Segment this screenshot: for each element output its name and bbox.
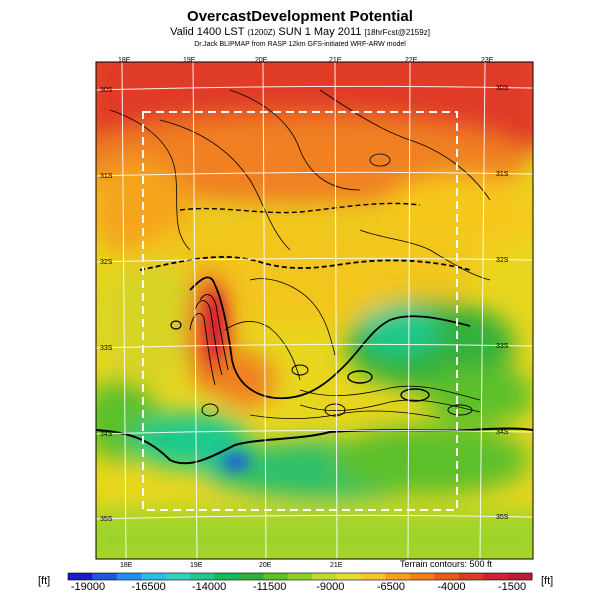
colorbar-swatch bbox=[458, 573, 484, 580]
colorbar-swatch bbox=[312, 573, 338, 580]
colorbar-swatch bbox=[287, 573, 313, 580]
colorbar-swatch bbox=[409, 573, 435, 580]
terrain-note: Terrain contours: 500 ft bbox=[400, 559, 493, 569]
colorbar-swatch bbox=[507, 573, 533, 580]
valid-date: SUN 1 May 2011 bbox=[278, 26, 362, 38]
colorbar-swatch bbox=[483, 573, 509, 580]
colorbar-ticks: -19000 -16500 -14000 -11500 -9000 -6500 -4000 -… bbox=[71, 581, 526, 593]
top-lon-label: 18E bbox=[118, 57, 131, 64]
right-lat-label: 32S bbox=[496, 257, 509, 264]
bottom-lon-label: 19E bbox=[190, 562, 203, 569]
colorbar bbox=[67, 572, 533, 581]
right-lat-label: 31S bbox=[496, 171, 509, 178]
colorbar-swatch bbox=[385, 573, 411, 580]
top-lon-label: 21E bbox=[329, 57, 342, 64]
left-lat-label: 34S bbox=[100, 431, 113, 438]
left-lat-labels: 30S 31S 32S 33S 34S 35S bbox=[100, 87, 113, 523]
colorbar-unit-right: [ft] bbox=[541, 575, 553, 587]
right-lat-label: 30S bbox=[496, 85, 509, 92]
top-lon-label: 20E bbox=[255, 57, 268, 64]
colorbar-swatch bbox=[434, 573, 460, 580]
model-credit: Dr.Jack BLIPMAP from RASP 12km GFS-initi… bbox=[194, 41, 406, 48]
top-lon-label: 22E bbox=[405, 57, 418, 64]
colorbar-tick-label: -16500 bbox=[131, 581, 165, 593]
utc-time: (1200Z) bbox=[247, 28, 276, 37]
inner-domain-box bbox=[142, 111, 458, 511]
bottom-lon-label: 20E bbox=[259, 562, 272, 569]
colorbar-swatch bbox=[92, 573, 118, 580]
right-lat-labels: 30S 31S 32S 33S 34S 35S bbox=[496, 85, 509, 521]
chart-subtitle: Valid 1400 LST (1200Z) SUN 1 May 2011 [1… bbox=[0, 26, 600, 38]
map-frame bbox=[95, 61, 534, 560]
colorbar-swatch bbox=[336, 573, 362, 580]
valid-time: Valid 1400 LST bbox=[170, 26, 245, 38]
colorbar-tick-label: -6500 bbox=[377, 581, 405, 593]
colorbar-swatch bbox=[190, 573, 216, 580]
colorbar-swatch bbox=[141, 573, 167, 580]
right-lat-label: 35S bbox=[496, 514, 509, 521]
chart-title: OvercastDevelopment Potential bbox=[187, 8, 413, 25]
colorbar-tick-label: -4000 bbox=[437, 581, 465, 593]
left-lat-label: 32S bbox=[100, 259, 113, 266]
terrain-contours bbox=[96, 89, 533, 465]
colorbar-tick-label: -19000 bbox=[71, 581, 105, 593]
forecast-info: [18hrFcst@2159z] bbox=[364, 28, 430, 37]
bottom-lon-label: 21E bbox=[330, 562, 343, 569]
colorbar-tick-label: -1500 bbox=[498, 581, 526, 593]
colorbar-tick-label: -9000 bbox=[316, 581, 344, 593]
left-lat-label: 31S bbox=[100, 173, 113, 180]
bottom-lon-labels: 18E 19E 20E 21E bbox=[120, 562, 343, 569]
top-lon-label: 19E bbox=[183, 57, 196, 64]
top-lon-labels: 18E 19E 20E 21E 22E 23E bbox=[118, 57, 494, 64]
left-lat-label: 35S bbox=[100, 516, 113, 523]
colorbar-swatch bbox=[165, 573, 191, 580]
colorbar-swatch bbox=[116, 573, 142, 580]
colorbar-tick-label: -11500 bbox=[253, 581, 286, 593]
right-lat-label: 34S bbox=[496, 429, 509, 436]
colorbar-unit-left: [ft] bbox=[38, 575, 50, 587]
top-lon-label: 23E bbox=[481, 57, 494, 64]
colorbar-tick-label: -14000 bbox=[192, 581, 226, 593]
colorbar-swatch bbox=[361, 573, 386, 580]
colorbar-swatch bbox=[68, 573, 93, 580]
overcast-field bbox=[96, 62, 533, 559]
colorbar-frame bbox=[67, 572, 533, 581]
left-lat-label: 30S bbox=[100, 87, 113, 94]
lat-lon-grid bbox=[96, 62, 533, 559]
bottom-lon-label: 18E bbox=[120, 562, 133, 569]
right-lat-label: 33S bbox=[496, 343, 509, 350]
colorbar-swatch bbox=[214, 573, 240, 580]
colorbar-swatch bbox=[238, 573, 264, 580]
left-lat-label: 33S bbox=[100, 345, 113, 352]
colorbar-swatch bbox=[263, 573, 289, 580]
